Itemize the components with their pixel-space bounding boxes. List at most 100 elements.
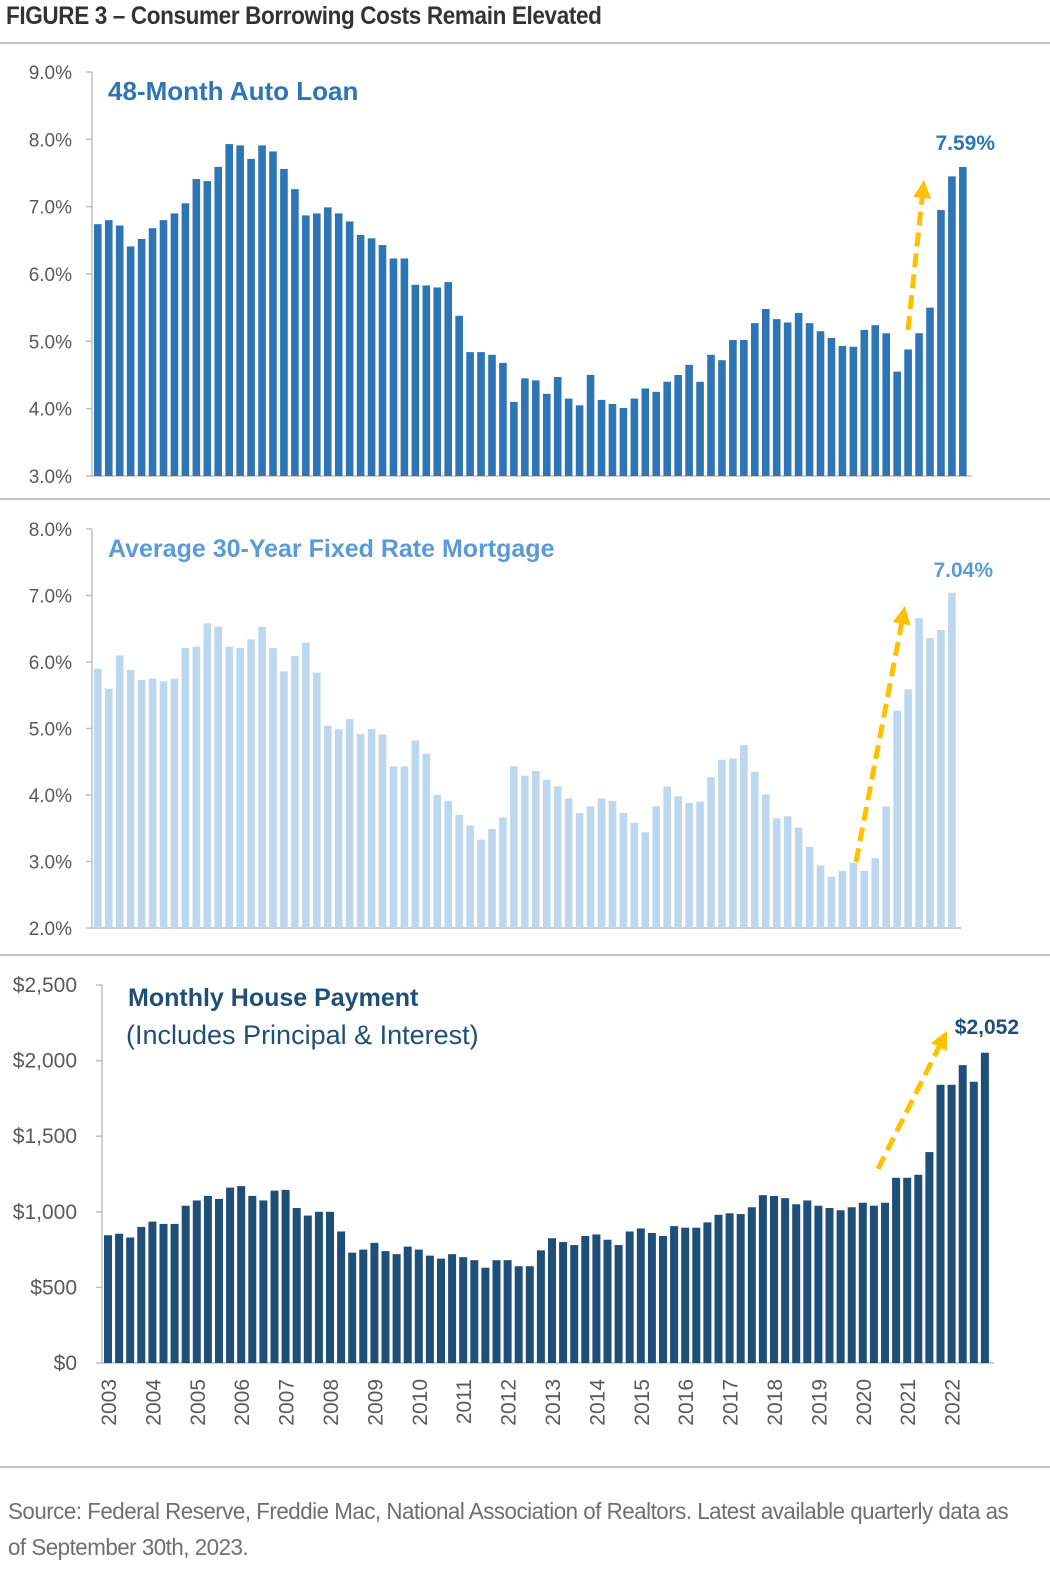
auto-loan-bar <box>707 354 715 476</box>
mortgage-y-tick-label: 6.0% <box>29 653 72 674</box>
mortgage-bar <box>444 800 452 928</box>
auto-loan-bar <box>718 360 726 476</box>
x-tick-label-2016: 2016 <box>675 1379 698 1426</box>
auto-loan-trend-arrow <box>905 180 932 331</box>
mortgage-bar <box>181 648 190 928</box>
house-payment-bar <box>326 1211 334 1363</box>
house-payment-bar <box>581 1235 590 1363</box>
house-payment-bar <box>714 1214 723 1363</box>
chart-divider-1 <box>0 498 1050 500</box>
mortgage-chart: 2.0% 3.0% 4.0% 5.0% 6.0% 7.0% 8.0% Average 30-… <box>29 520 994 940</box>
mortgage-bar <box>882 806 890 928</box>
house-payment-bar <box>836 1210 845 1363</box>
house-payment-bar <box>958 1065 967 1363</box>
mortgage-bar <box>696 801 704 928</box>
auto-loan-bar <box>926 307 934 476</box>
mortgage-bar <box>860 870 869 928</box>
auto-loan-arrow-shaft <box>905 197 925 331</box>
house-payment-bar <box>803 1200 812 1363</box>
house-payment-bar <box>847 1207 856 1363</box>
x-tick-label-2009: 2009 <box>364 1379 387 1426</box>
mortgage-bar <box>411 740 420 928</box>
mortgage-bar <box>170 678 179 929</box>
auto-loan-chart-title: 48-Month Auto Loan <box>108 76 358 106</box>
house-payment-bar <box>869 1205 878 1363</box>
house-payment-bar <box>781 1198 790 1363</box>
house-payment-y-tick-label: $1,500 <box>13 1125 77 1148</box>
auto-loan-bar <box>104 220 113 476</box>
auto-loan-bar <box>630 398 639 476</box>
auto-loan-bar <box>313 213 321 476</box>
auto-loan-bar <box>652 391 661 476</box>
auto-loan-bar <box>214 166 223 476</box>
house-payment-bars <box>104 1052 989 1363</box>
mortgage-bar <box>345 719 354 928</box>
auto-loan-bar <box>586 375 595 476</box>
house-payment-bar <box>725 1213 734 1363</box>
auto-loan-bar <box>433 287 442 476</box>
auto-loan-bar <box>499 362 507 476</box>
mortgage-bar <box>532 771 540 928</box>
mortgage-bar <box>893 710 901 928</box>
house-payment-bar <box>914 1174 923 1363</box>
auto-loan-bar <box>280 168 288 476</box>
auto-loan-bar <box>323 207 332 476</box>
house-payment-chart-subtitle: (Includes Principal & Interest) <box>126 1020 479 1050</box>
auto-loan-bar <box>334 213 343 476</box>
auto-loan-bar <box>269 151 277 476</box>
house-payment-bar <box>259 1200 268 1363</box>
auto-loan-bar <box>816 331 825 476</box>
x-tick-label-2012: 2012 <box>498 1379 521 1426</box>
auto-loan-bar <box>532 380 540 476</box>
house-payment-bar <box>969 1081 978 1363</box>
mortgage-bar <box>280 671 288 928</box>
house-payment-bar <box>559 1242 568 1363</box>
x-tick-label-2014: 2014 <box>586 1379 609 1426</box>
house-payment-bar <box>337 1231 346 1363</box>
auto-loan-bar <box>422 285 431 476</box>
x-tick-label-2018: 2018 <box>764 1379 787 1426</box>
x-tick-label-2021: 2021 <box>897 1379 920 1426</box>
auto-loan-bar <box>575 405 584 476</box>
mortgage-latest-value-label: 7.04% <box>933 559 993 582</box>
auto-loan-bar <box>466 352 474 476</box>
house-payment-bar <box>215 1198 223 1363</box>
mortgage-bar <box>466 825 474 928</box>
mortgage-bar <box>214 626 223 928</box>
auto-loan-bar <box>597 399 606 476</box>
house-payment-bar <box>281 1189 290 1363</box>
auto-loan-bar <box>838 346 847 476</box>
house-payment-bar <box>625 1231 634 1363</box>
house-payment-bar <box>203 1195 212 1363</box>
title-divider <box>0 42 1050 44</box>
x-tick-label-2005: 2005 <box>187 1379 210 1426</box>
house-payment-bar <box>359 1249 368 1363</box>
house-payment-bar <box>148 1221 157 1363</box>
house-payment-bar <box>303 1215 312 1363</box>
house-payment-bar <box>292 1208 301 1363</box>
mortgage-bar <box>367 729 376 928</box>
auto-loan-bar <box>115 225 124 476</box>
x-tick-label-2015: 2015 <box>631 1379 654 1426</box>
house-payment-bar <box>814 1205 823 1363</box>
house-payment-bar <box>692 1227 701 1363</box>
mortgage-bar <box>948 592 956 928</box>
house-payment-bar <box>892 1177 901 1363</box>
mortgage-bar <box>838 870 847 928</box>
house-payment-bar <box>792 1204 801 1363</box>
house-payment-bar <box>237 1186 246 1363</box>
auto-loan-bar <box>203 181 212 476</box>
auto-loan-bars <box>94 144 967 477</box>
house-payment-arrow-shaft <box>875 1045 942 1171</box>
mortgage-bar <box>761 794 770 928</box>
house-payment-bar <box>614 1245 623 1363</box>
house-payment-bar <box>514 1266 523 1363</box>
figure-title: FIGURE 3 – Consumer Borrowing Costs Rema… <box>6 2 602 30</box>
mortgage-bar <box>269 648 277 928</box>
auto-loan-bar <box>740 339 748 476</box>
house-payment-bar <box>470 1260 479 1363</box>
auto-loan-bar <box>302 215 310 477</box>
auto-loan-bar <box>444 282 452 476</box>
mortgage-trend-arrow <box>853 606 911 863</box>
mortgage-bar <box>356 733 365 928</box>
